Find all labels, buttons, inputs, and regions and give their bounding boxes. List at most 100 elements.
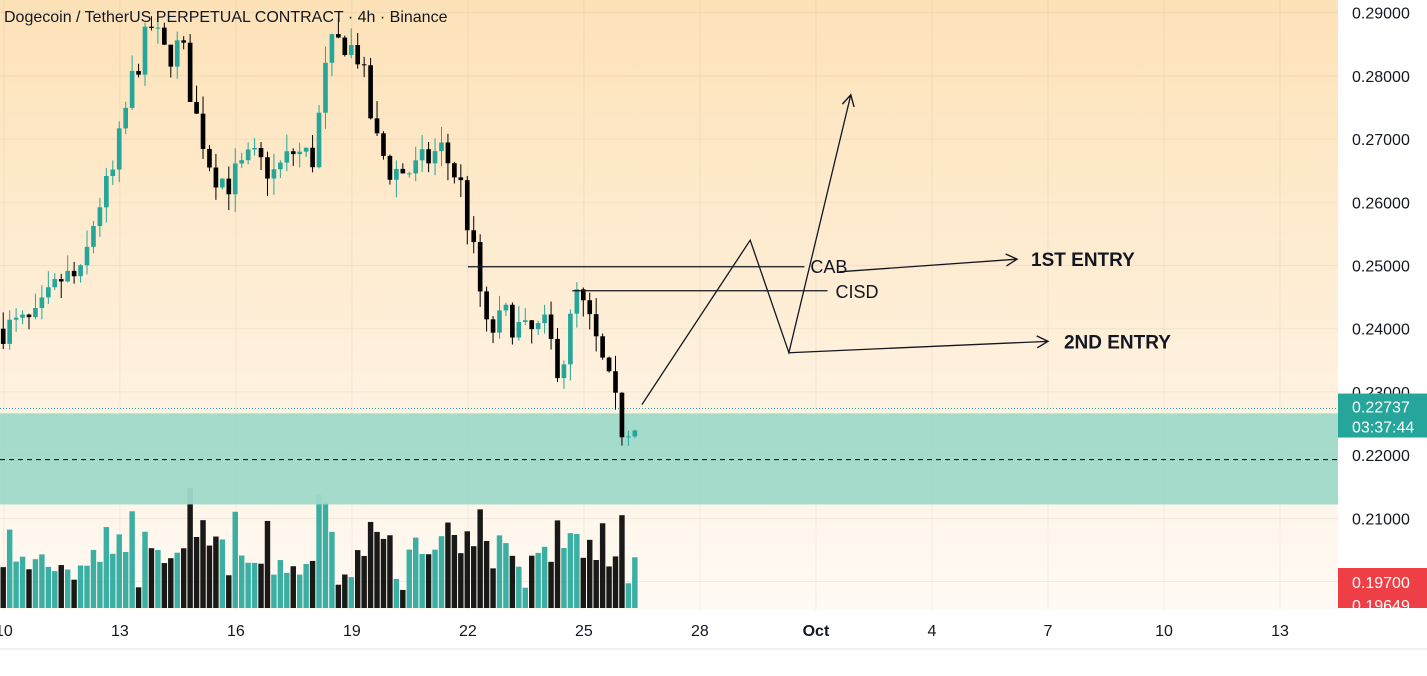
volume-bar: [219, 539, 226, 608]
volume-bar: [148, 548, 155, 608]
candle-body: [200, 113, 206, 149]
candle-body: [548, 314, 554, 339]
candle-body: [336, 34, 341, 38]
candle-body: [626, 436, 631, 438]
volume-bar: [213, 536, 219, 608]
volume-bar: [296, 574, 303, 608]
volume-bar: [458, 553, 464, 608]
volume-bar: [284, 572, 290, 608]
candle-body: [168, 44, 174, 67]
candle-body: [484, 291, 489, 320]
candle-body: [329, 34, 335, 63]
candle-body: [187, 42, 193, 102]
price-tick-label: 0.24000: [1352, 322, 1410, 339]
candle-body: [400, 168, 406, 174]
candle-body: [503, 304, 509, 311]
candle-body: [516, 321, 522, 338]
candle-body: [181, 40, 187, 43]
candle-body: [297, 151, 303, 155]
first-entry-label: 1ST ENTRY: [1031, 250, 1135, 271]
volume-bar: [445, 522, 451, 608]
volume-bar: [329, 531, 335, 608]
candle-body: [387, 155, 393, 180]
time-tick-label: 28: [691, 623, 709, 640]
candle-body: [271, 169, 277, 179]
volume-bar: [245, 562, 251, 608]
volume-histogram: [0, 488, 638, 608]
candle-body: [600, 336, 605, 358]
candle-body: [220, 178, 225, 188]
interval-label[interactable]: 4h: [357, 9, 376, 26]
chart-title: Dogecoin / TetherUS PERPETUAL CONTRACT ·…: [4, 9, 447, 27]
candle-body: [568, 313, 573, 365]
candle-body: [323, 62, 328, 113]
candle-body: [226, 178, 232, 195]
time-axis[interactable]: 10 13 16 19 22 25 28 Oct 4 7 10 13: [0, 623, 1289, 640]
volume-bar: [52, 571, 58, 608]
volume-bar: [122, 551, 129, 608]
time-tick-label: 19: [343, 623, 361, 640]
time-tick-label: 10: [1155, 623, 1173, 640]
candle-body: [510, 304, 515, 338]
volume-bar: [264, 520, 271, 608]
candle-body: [213, 167, 219, 188]
volume-bar: [251, 562, 258, 608]
candle-body: [33, 307, 38, 318]
candle-body: [78, 265, 83, 277]
candle-body: [116, 128, 122, 170]
volume-bar: [625, 583, 632, 608]
candle-body: [542, 314, 547, 324]
volume-bar: [0, 567, 6, 608]
candle-body: [555, 338, 560, 379]
candle-body: [368, 65, 373, 119]
candle-body: [529, 320, 535, 330]
second-entry-arrow: [788, 335, 1050, 354]
candle-body: [174, 40, 180, 67]
volume-bar: [561, 548, 567, 608]
candle-body: [439, 142, 444, 152]
volume-bar: [425, 554, 432, 608]
countdown-label: 03:37:44: [1352, 420, 1414, 437]
demand-zone: [0, 408, 1338, 505]
volume-bar: [316, 494, 322, 608]
candle-body: [129, 70, 135, 108]
candle-body: [52, 279, 58, 288]
candle-body: [136, 70, 141, 75]
volume-bar: [168, 558, 174, 608]
candle-body: [20, 314, 25, 318]
candle-body: [110, 169, 116, 176]
candle-body: [316, 112, 322, 168]
candle-body: [593, 314, 599, 337]
volume-bar: [567, 533, 574, 608]
candle-body: [65, 270, 70, 282]
volume-bar: [509, 555, 516, 608]
cab-label: CAB: [810, 257, 847, 277]
volume-bar: [548, 561, 554, 608]
volume-bar: [612, 556, 619, 608]
time-tick-label: 13: [1271, 623, 1289, 640]
price-axis[interactable]: 0.29000 0.28000 0.27000 0.26000 0.25000 0.240…: [1338, 6, 1427, 615]
first-entry-arrow: [839, 253, 1019, 273]
time-tick-label: 16: [227, 623, 245, 640]
candle-body: [406, 173, 412, 175]
volume-bar: [528, 555, 535, 608]
candle-body: [303, 147, 309, 152]
cisd-label: CISD: [836, 282, 879, 302]
symbol-name[interactable]: Dogecoin / TetherUS PERPETUAL CONTRACT: [4, 9, 344, 26]
volume-bar: [438, 536, 445, 608]
projection-path: [641, 93, 855, 405]
volume-bar: [342, 574, 348, 608]
candle-body: [632, 430, 638, 437]
volume-bar: [271, 574, 277, 608]
volume-bar: [232, 511, 238, 608]
volume-bar: [142, 531, 148, 608]
price-tick-label: 0.26000: [1352, 195, 1410, 212]
volume-bar: [309, 560, 316, 608]
volume-bar: [374, 531, 380, 608]
time-tick-label: 25: [575, 623, 593, 640]
exchange-label[interactable]: Binance: [389, 9, 448, 26]
candle-body: [471, 230, 477, 243]
volume-bar: [71, 579, 77, 608]
second-entry-label: 2ND ENTRY: [1064, 332, 1171, 353]
